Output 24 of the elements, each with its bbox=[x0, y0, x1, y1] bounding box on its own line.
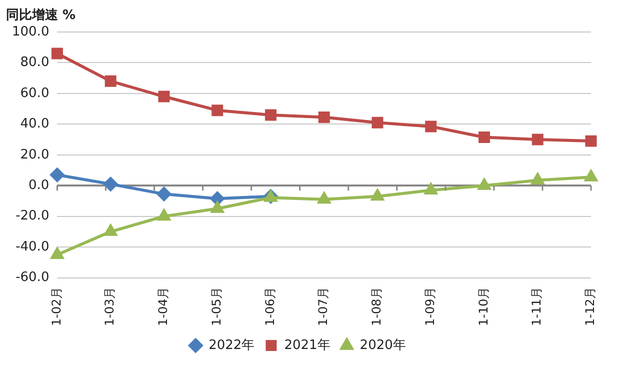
y-tick-label: 0.0 bbox=[28, 178, 50, 193]
x-tick-label: 1-04月 bbox=[156, 286, 170, 326]
x-tick-label: 1-11月 bbox=[530, 286, 544, 326]
legend-label: 2022年 bbox=[208, 338, 255, 353]
x-tick-label: 1-05月 bbox=[209, 286, 224, 326]
y-tick-label: -60.0 bbox=[16, 270, 50, 286]
x-tick-label: 1-10月 bbox=[476, 286, 490, 326]
legend-label: 2020年 bbox=[360, 338, 406, 353]
x-tick-label: 1-07月 bbox=[316, 286, 330, 326]
chart-title: 同比增速 % bbox=[6, 7, 76, 24]
y-tick-label: -20.0 bbox=[16, 208, 50, 224]
legend-label: 2021年 bbox=[284, 338, 330, 353]
x-tick-label: 1-12月 bbox=[583, 286, 598, 326]
y-tick-label: 20.0 bbox=[20, 147, 50, 162]
y-tick-label: 100.0 bbox=[12, 24, 50, 40]
x-tick-label: 1-06月 bbox=[262, 286, 277, 326]
x-tick-label: 1-03月 bbox=[102, 286, 117, 326]
x-tick-label: 1-08月 bbox=[370, 286, 384, 326]
y-tick-label: 60.0 bbox=[20, 86, 50, 101]
y-tick-label: -40.0 bbox=[16, 239, 50, 254]
y-tick-label: 40.0 bbox=[20, 116, 50, 132]
x-tick-label: 1-02月 bbox=[49, 286, 64, 326]
y-tick-label: 80.0 bbox=[20, 55, 50, 70]
x-tick-label: 1-09月 bbox=[422, 286, 437, 326]
